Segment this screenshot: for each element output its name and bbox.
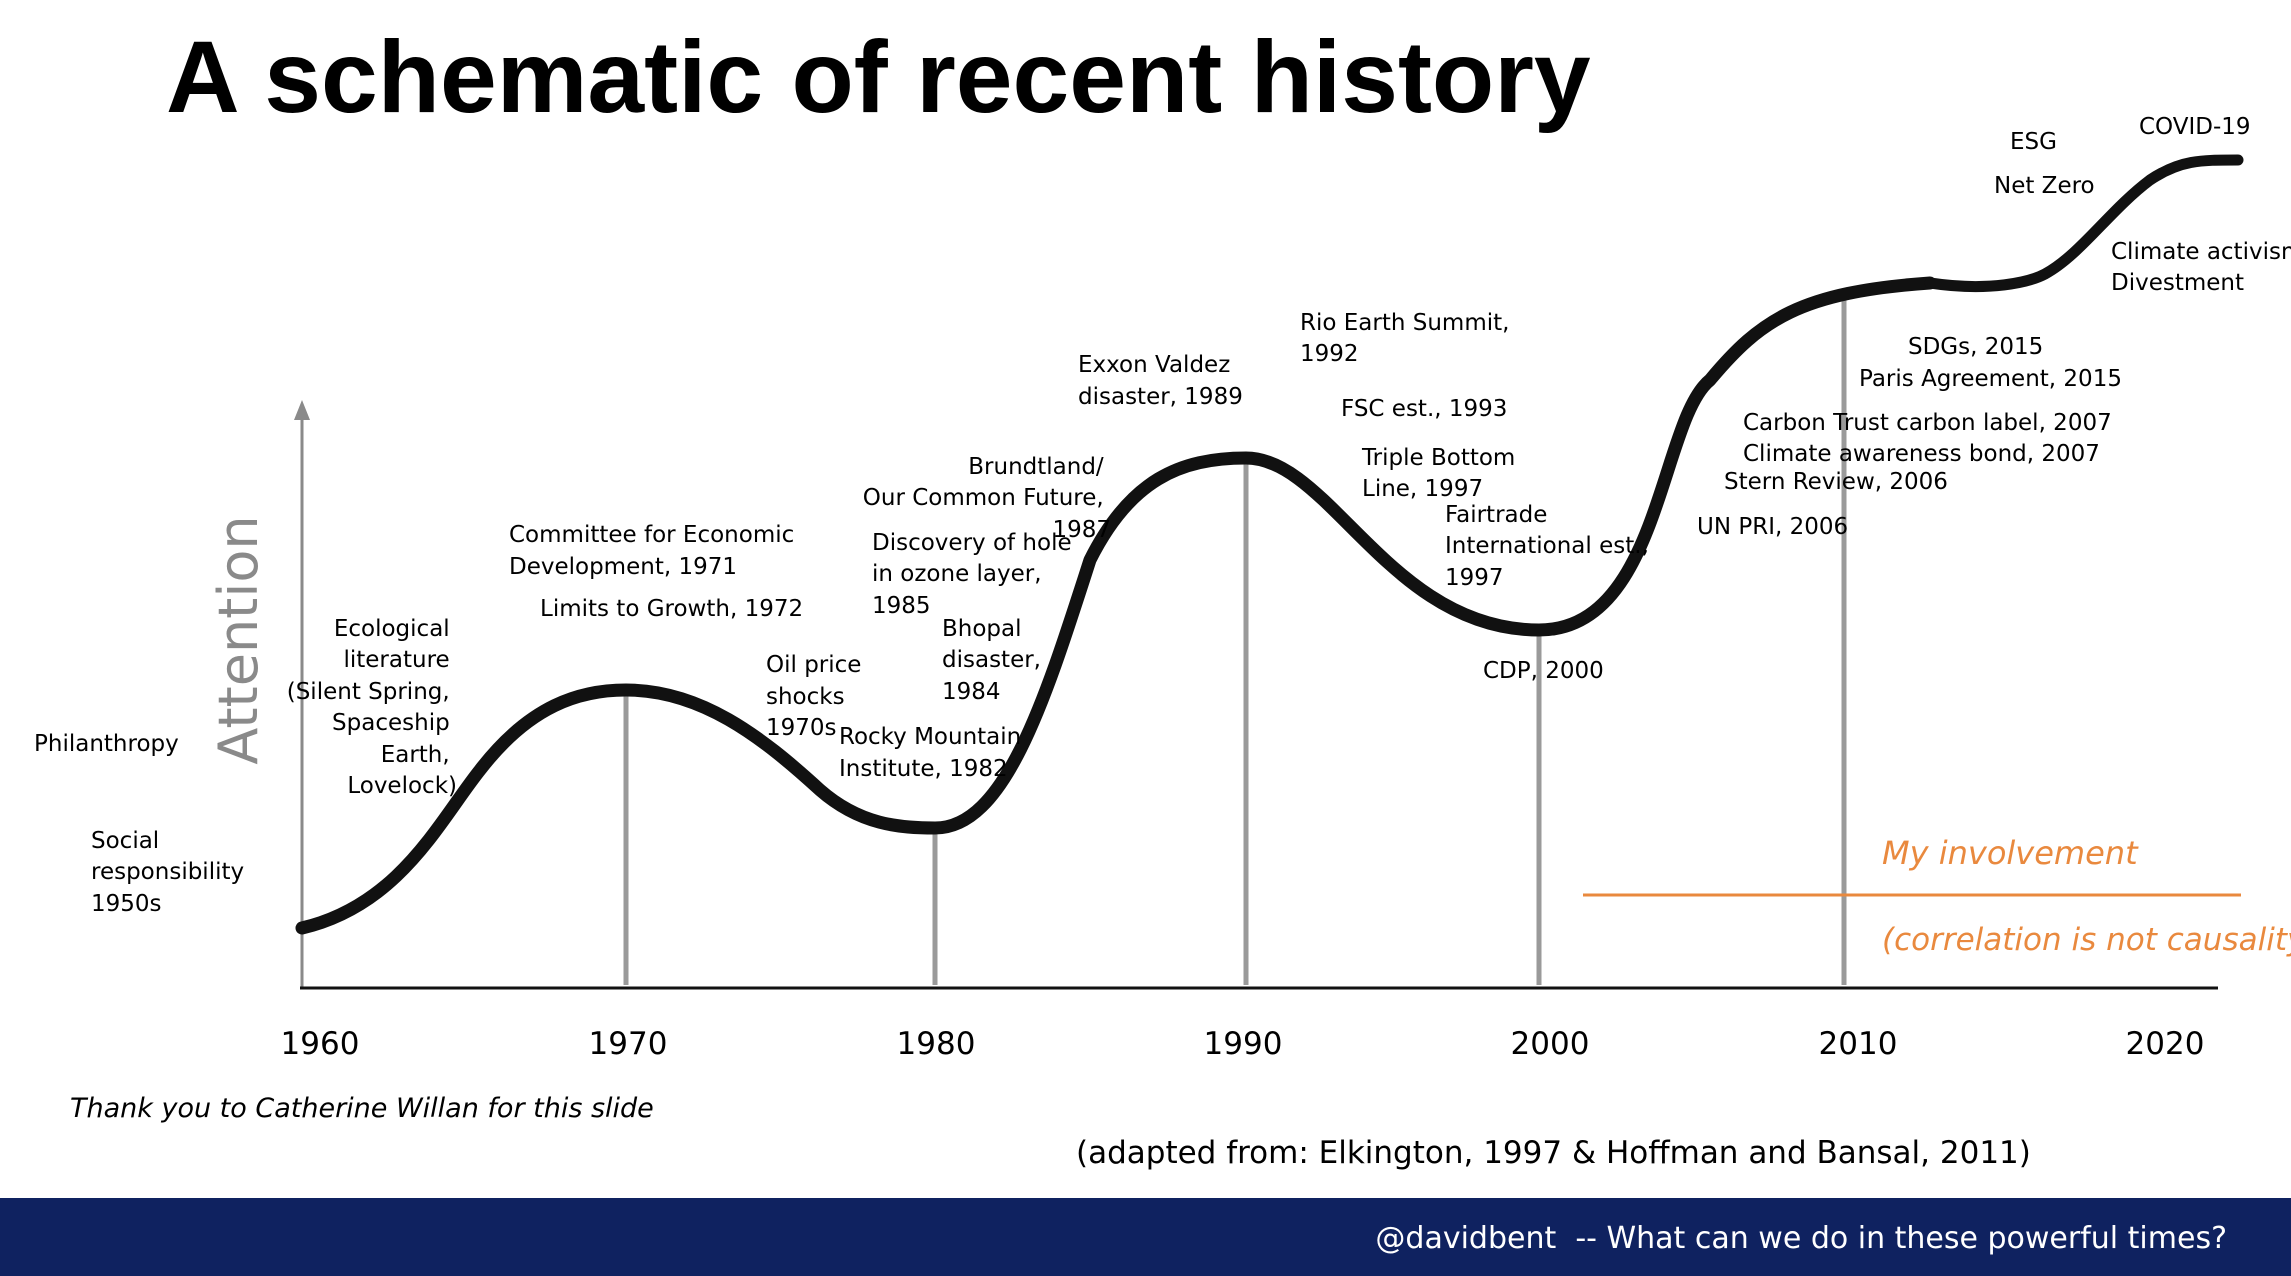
label-fairtrade: Fairtrade International est., 1997: [1445, 502, 1656, 591]
label-covid: COVID-19: [2139, 114, 2251, 140]
attention-curve: [295, 276, 1937, 935]
label-esg: ESG: [2010, 129, 2057, 155]
footer-bar: [0, 1198, 2291, 1276]
annotations: Philanthropy Social responsibility 1950s…: [34, 114, 2291, 917]
label-oil-shocks: Oil price shocks 1970s: [766, 652, 869, 741]
source-text: (adapted from: Elkington, 1997 & Hoffman…: [1076, 1135, 2031, 1171]
page-title: A schematic of recent history: [166, 20, 1591, 134]
footer-text: @davidbent -- What can we do in these po…: [1375, 1221, 2227, 1256]
label-ecological-literature: Ecological literature (Silent Spring, Sp…: [287, 616, 457, 799]
label-exxon-valdez: Exxon Valdez disaster, 1989: [1078, 352, 1243, 410]
x-tick-1960: 1960: [281, 1026, 360, 1062]
label-philanthropy: Philanthropy: [34, 731, 179, 757]
attention-curve-extension: [1924, 154, 2244, 293]
x-tick-2010: 2010: [1819, 1026, 1898, 1062]
label-stern-review: Stern Review, 2006: [1724, 469, 1948, 495]
y-axis-label: Attention: [207, 515, 270, 764]
label-ced: Committee for Economic Development, 1971: [509, 522, 802, 580]
involvement-note: (correlation is not causality): [1882, 922, 2291, 958]
label-triple-bottom-line: Triple Bottom Line, 1997: [1361, 445, 1523, 502]
y-axis-arrow-icon: [294, 400, 310, 420]
label-sdgs: SDGs, 2015: [1908, 334, 2043, 360]
drop-lines: [623, 300, 1847, 985]
x-tick-1990: 1990: [1204, 1026, 1283, 1062]
label-un-pri: UN PRI, 2006: [1697, 514, 1848, 540]
label-rio-summit: Rio Earth Summit, 1992: [1300, 310, 1517, 367]
involvement-label: My involvement: [1882, 834, 2139, 872]
label-limits-to-growth: Limits to Growth, 1972: [540, 596, 803, 622]
label-bhopal: Bhopal disaster, 1984: [942, 616, 1048, 705]
label-rmi: Rocky Mountain Institute, 1982: [839, 724, 1029, 782]
x-tick-1970: 1970: [589, 1026, 668, 1062]
axes: [294, 400, 2218, 990]
label-ozone: Discovery of hole in ozone layer, 1985: [872, 530, 1079, 619]
label-brundtland: Brundtland/ Our Common Future, 1987: [863, 454, 1111, 543]
label-fsc: FSC est., 1993: [1341, 396, 1507, 422]
x-tick-2020: 2020: [2126, 1026, 2205, 1062]
credit-text: Thank you to Catherine Willan for this s…: [70, 1093, 654, 1124]
label-climate-activism: Climate activism Divestment: [2111, 239, 2291, 296]
label-paris: Paris Agreement, 2015: [1859, 366, 2122, 392]
label-social-responsibility: Social responsibility 1950s: [91, 828, 251, 917]
label-carbon-trust: Carbon Trust carbon label, 2007 Climate …: [1743, 410, 2119, 467]
label-cdp: CDP, 2000: [1483, 658, 1604, 684]
x-tick-2000: 2000: [1511, 1026, 1590, 1062]
x-tick-1980: 1980: [897, 1026, 976, 1062]
label-net-zero: Net Zero: [1994, 173, 2095, 199]
x-tick-labels: 1960 1970 1980 1990 2000 2010 2020: [281, 1026, 2205, 1062]
